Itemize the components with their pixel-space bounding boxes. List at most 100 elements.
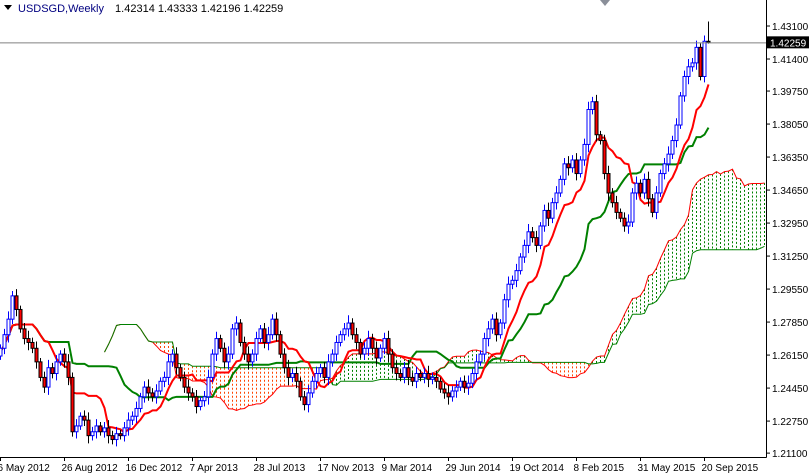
candle-bull [550, 202, 555, 219]
candle-bull [314, 373, 319, 382]
candle-bull [586, 108, 591, 145]
candle-bear [42, 376, 47, 388]
candle-bull [326, 361, 331, 378]
time-tick-label: 7 Apr 2013 [190, 463, 239, 474]
candle-bull [114, 433, 119, 441]
candle-bull [378, 347, 383, 359]
price-tick-label: 1.32950 [772, 219, 809, 230]
candle-bear [118, 433, 123, 437]
candle-bear [494, 318, 499, 336]
candle-bull [678, 95, 683, 126]
candle-bear [530, 231, 535, 239]
candle-bear [606, 173, 611, 194]
candle-bear [246, 353, 251, 363]
candle-bull [310, 380, 315, 394]
time-tick-label: 20 Sep 2015 [702, 463, 759, 474]
candle-bull [430, 376, 435, 380]
candle-bear [286, 367, 291, 378]
candle-bear [146, 386, 151, 394]
candle-bull [78, 415, 83, 427]
candle-bear [546, 209, 551, 219]
candle-bear [390, 353, 395, 369]
candle-bull [158, 380, 163, 392]
candle-bull [122, 427, 127, 437]
candle-bear [98, 425, 103, 433]
candle-bull [330, 353, 335, 363]
candle-bull [654, 192, 659, 213]
candle-bear [598, 134, 603, 142]
candle-bear [274, 318, 279, 336]
price-tick-label: 1.21100 [772, 449, 808, 460]
candle-bear [706, 40, 711, 43]
candle-bear [50, 367, 55, 375]
price-tick-label: 1.29550 [772, 285, 809, 296]
candle-bull [702, 40, 707, 77]
candle-bull [522, 244, 527, 258]
candle-bear [618, 211, 623, 219]
candle-bull [510, 279, 515, 285]
candle-bear [14, 295, 19, 310]
time-tick-label: 28 Jul 2013 [254, 463, 306, 474]
candle-bear [370, 338, 375, 349]
candle-bear [86, 419, 91, 437]
candle-bear [622, 217, 627, 227]
candle-bull [154, 390, 159, 398]
candle-bull [478, 353, 483, 363]
candle-bull [690, 62, 695, 68]
candle-bull [214, 338, 219, 355]
candle-bull [198, 400, 203, 408]
candle-bull [582, 143, 587, 161]
candle-bull [526, 231, 531, 246]
candle-bull [686, 66, 691, 77]
candle-bear [566, 163, 571, 169]
candle-bear [238, 322, 243, 343]
shift-marker-icon[interactable] [600, 0, 610, 6]
candle-bull [666, 153, 671, 165]
candle-bear [62, 353, 67, 363]
candle-bear [298, 380, 303, 398]
price-tick-label: 1.22750 [772, 417, 809, 428]
candle-bull [206, 376, 211, 398]
candle-bull [142, 386, 147, 398]
candle-bear [178, 367, 183, 378]
candle-bull [226, 353, 231, 363]
candle-bull [682, 75, 687, 97]
candle-bull [630, 192, 635, 223]
candle-bull [74, 425, 79, 433]
dropdown-triangle-icon[interactable] [4, 5, 12, 10]
price-tick-label: 1.27850 [772, 318, 809, 329]
candle-bull [258, 328, 263, 340]
candle-bear [594, 101, 599, 136]
candle-bear [646, 178, 651, 200]
candle-bull [342, 328, 347, 336]
current-price-label: 1.42259 [767, 36, 809, 49]
candle-bull [366, 338, 371, 349]
candle-bull [506, 283, 511, 301]
candle-bear [106, 427, 111, 437]
candle-bull [498, 322, 503, 336]
candle-bull [474, 361, 479, 375]
candle-bear [30, 341, 35, 349]
candle-bull [670, 140, 675, 155]
candle-bull [2, 334, 7, 349]
candle-bear [322, 367, 327, 378]
time-tick-label: 17 Nov 2013 [318, 463, 375, 474]
ohlc-high: 1.43333 [157, 3, 198, 15]
candle-bull [362, 347, 367, 355]
candle-bear [186, 386, 191, 394]
time-tick-label: 6 May 2012 [0, 463, 50, 474]
candle-bear [462, 380, 467, 388]
candle-bull [558, 178, 563, 194]
candle-bear [602, 140, 607, 175]
candle-bear [374, 347, 379, 359]
candle-bull [230, 328, 235, 355]
time-tick-label: 26 Aug 2012 [62, 463, 119, 474]
candle-bear [110, 435, 115, 441]
candle-bear [426, 373, 431, 380]
candle-bear [442, 388, 447, 394]
candle-bull [458, 380, 463, 388]
candle-bear [698, 46, 703, 77]
candle-bull [502, 299, 507, 324]
candle-bull [454, 386, 459, 392]
